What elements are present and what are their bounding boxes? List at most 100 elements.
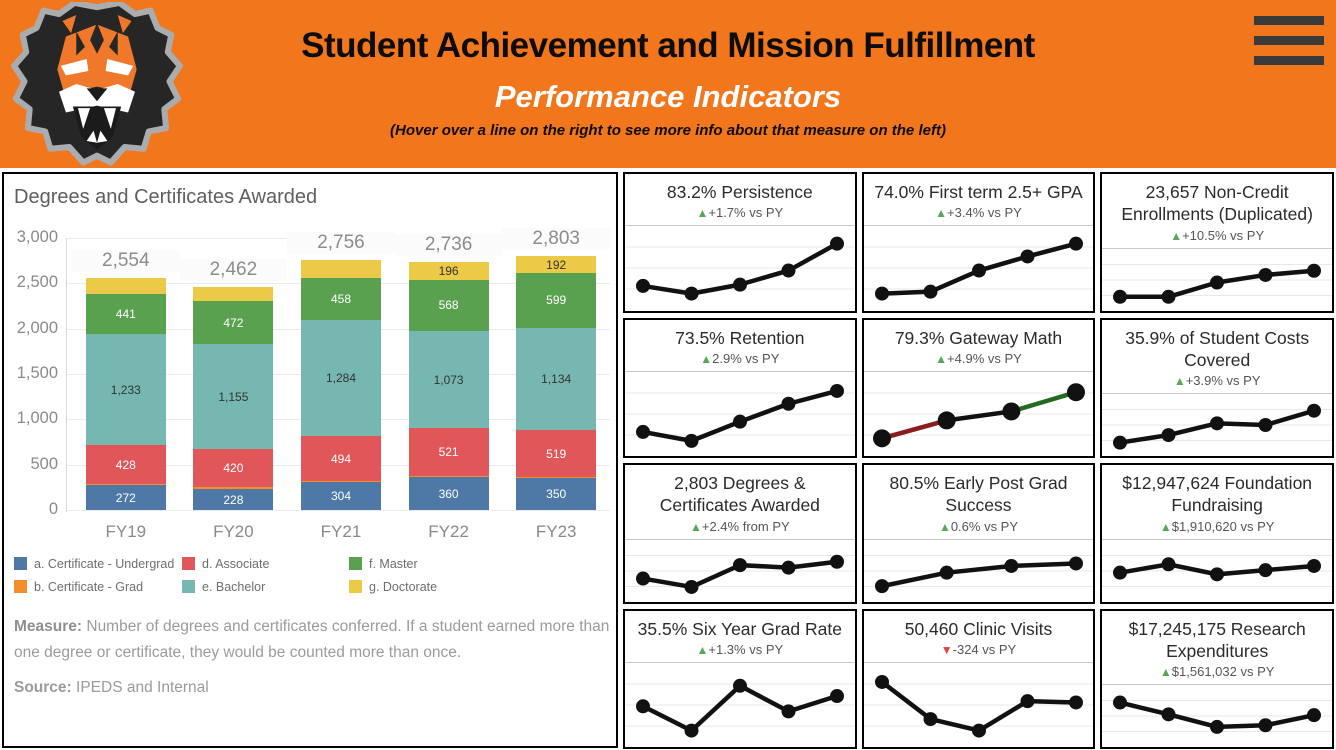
data-point[interactable] xyxy=(1020,694,1035,709)
bar-segment[interactable] xyxy=(85,484,166,486)
data-point[interactable] xyxy=(937,411,956,430)
data-point[interactable] xyxy=(971,723,986,738)
data-point[interactable] xyxy=(923,711,938,726)
sparkline[interactable] xyxy=(1102,393,1333,456)
bar-segment[interactable]: 192 xyxy=(516,255,597,274)
sparkline[interactable] xyxy=(625,538,855,602)
bar-segment[interactable]: 1,134 xyxy=(516,327,597,431)
bar-segment[interactable]: 519 xyxy=(516,430,597,478)
data-point[interactable] xyxy=(733,557,747,572)
kpi-card[interactable]: 74.0% First term 2.5+ GPA ▲+3.4% vs PY xyxy=(861,172,1096,313)
legend-item[interactable]: f. Master xyxy=(349,552,529,575)
bar-segment[interactable]: 599 xyxy=(516,273,597,328)
bar-segment[interactable] xyxy=(193,487,274,490)
data-point[interactable] xyxy=(923,285,938,300)
bar-segment[interactable]: 521 xyxy=(408,428,489,476)
data-point[interactable] xyxy=(830,554,844,569)
data-point[interactable] xyxy=(1210,567,1225,582)
sparkline[interactable] xyxy=(1102,538,1333,602)
data-point[interactable] xyxy=(1258,562,1273,577)
legend-item[interactable]: e. Bachelor xyxy=(182,575,349,598)
bar-segment[interactable]: 350 xyxy=(516,478,597,510)
bar-segment[interactable]: 1,073 xyxy=(408,331,489,429)
bar-segment[interactable]: 1,284 xyxy=(301,319,381,437)
sparkline[interactable] xyxy=(863,370,1094,456)
bar-segment[interactable]: 1,233 xyxy=(85,333,166,446)
data-point[interactable] xyxy=(971,263,986,278)
hamburger-menu-icon[interactable] xyxy=(1254,16,1324,74)
data-point[interactable] xyxy=(830,688,844,703)
data-point[interactable] xyxy=(1258,267,1273,282)
data-point[interactable] xyxy=(874,578,889,593)
data-point[interactable] xyxy=(1068,556,1083,571)
data-point[interactable] xyxy=(636,279,650,294)
data-point[interactable] xyxy=(1307,558,1322,573)
data-point[interactable] xyxy=(636,699,650,714)
legend-item[interactable]: g. Doctorate xyxy=(349,575,529,598)
data-point[interactable] xyxy=(874,674,889,689)
bar-segment[interactable] xyxy=(516,477,597,479)
data-point[interactable] xyxy=(830,237,844,252)
kpi-card[interactable]: 50,460 Clinic Visits ▼-324 vs PY xyxy=(861,608,1096,749)
bar-segment[interactable]: 472 xyxy=(193,301,274,345)
kpi-card[interactable]: 2,803 Degrees & Certificates Awarded ▲+2.… xyxy=(623,463,857,604)
kpi-card[interactable]: 35.9% of Student Costs Covered ▲+3.9% vs … xyxy=(1100,317,1334,458)
data-point[interactable] xyxy=(636,571,650,586)
bar-segment[interactable]: 420 xyxy=(193,448,274,488)
data-point[interactable] xyxy=(1161,428,1176,443)
data-point[interactable] xyxy=(939,565,954,580)
kpi-card[interactable]: 73.5% Retention ▲2.9% vs PY xyxy=(623,317,857,458)
kpi-card[interactable]: 80.5% Early Post Grad Success ▲0.6% vs PY xyxy=(861,463,1096,604)
bar-segment[interactable]: 494 xyxy=(301,436,381,481)
bar-segment[interactable]: 441 xyxy=(85,293,166,334)
sparkline[interactable] xyxy=(625,225,855,310)
kpi-card[interactable]: $12,947,624 Foundation Fundraising ▲$1,91… xyxy=(1100,463,1334,604)
kpi-card[interactable]: $17,245,175 Research Expenditures ▲$1,561… xyxy=(1100,608,1334,749)
data-point[interactable] xyxy=(1068,237,1083,252)
data-point[interactable] xyxy=(1161,707,1176,722)
sparkline[interactable] xyxy=(1102,247,1333,311)
data-point[interactable] xyxy=(1161,289,1176,304)
data-point[interactable] xyxy=(1001,402,1020,421)
data-point[interactable] xyxy=(1258,418,1273,433)
bar-segment[interactable]: 428 xyxy=(85,445,166,485)
data-point[interactable] xyxy=(684,433,699,448)
bar-segment[interactable] xyxy=(408,475,489,478)
data-point[interactable] xyxy=(1066,383,1085,402)
sparkline[interactable] xyxy=(625,661,855,747)
bar-segment[interactable]: 568 xyxy=(408,279,489,332)
data-point[interactable] xyxy=(1210,416,1225,431)
data-point[interactable] xyxy=(1307,708,1322,723)
data-point[interactable] xyxy=(1210,720,1225,735)
bar-segment[interactable]: 458 xyxy=(301,278,381,320)
kpi-card[interactable]: 23,657 Non-Credit Enrollments (Duplicate… xyxy=(1100,172,1334,313)
data-point[interactable] xyxy=(781,704,796,719)
data-point[interactable] xyxy=(733,414,747,429)
data-point[interactable] xyxy=(1020,249,1035,264)
data-point[interactable] xyxy=(1113,289,1128,304)
sparkline[interactable] xyxy=(863,538,1094,602)
data-point[interactable] xyxy=(1113,695,1128,710)
data-point[interactable] xyxy=(733,678,747,693)
data-point[interactable] xyxy=(1068,695,1083,710)
data-point[interactable] xyxy=(684,286,699,301)
data-point[interactable] xyxy=(1307,404,1322,419)
sparkline[interactable] xyxy=(863,661,1094,747)
sparkline[interactable] xyxy=(863,225,1094,310)
data-point[interactable] xyxy=(1113,565,1128,580)
data-point[interactable] xyxy=(684,723,699,738)
data-point[interactable] xyxy=(1307,263,1322,278)
bar-segment[interactable]: 228 xyxy=(193,489,274,510)
bar-segment[interactable] xyxy=(301,260,381,279)
bar-segment[interactable]: 196 xyxy=(408,261,489,280)
sparkline[interactable] xyxy=(1102,684,1333,747)
bar-segment[interactable]: 304 xyxy=(301,482,381,510)
sparkline[interactable] xyxy=(625,370,855,456)
data-point[interactable] xyxy=(733,278,747,293)
data-point[interactable] xyxy=(874,286,889,301)
data-point[interactable] xyxy=(1210,275,1225,290)
data-point[interactable] xyxy=(684,579,699,594)
kpi-card[interactable]: 79.3% Gateway Math ▲+4.9% vs PY xyxy=(861,317,1096,458)
data-point[interactable] xyxy=(830,383,844,398)
legend-item[interactable]: d. Associate xyxy=(182,552,349,575)
